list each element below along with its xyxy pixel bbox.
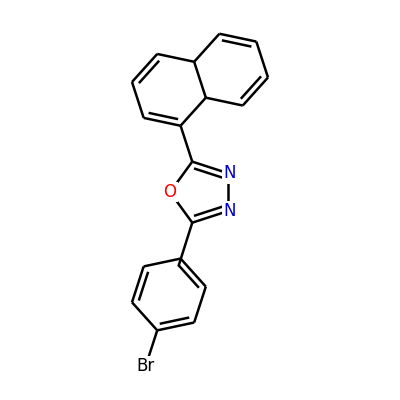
Text: Br: Br: [136, 357, 155, 375]
Text: N: N: [223, 164, 236, 182]
Text: O: O: [164, 183, 176, 201]
Text: N: N: [223, 202, 236, 220]
